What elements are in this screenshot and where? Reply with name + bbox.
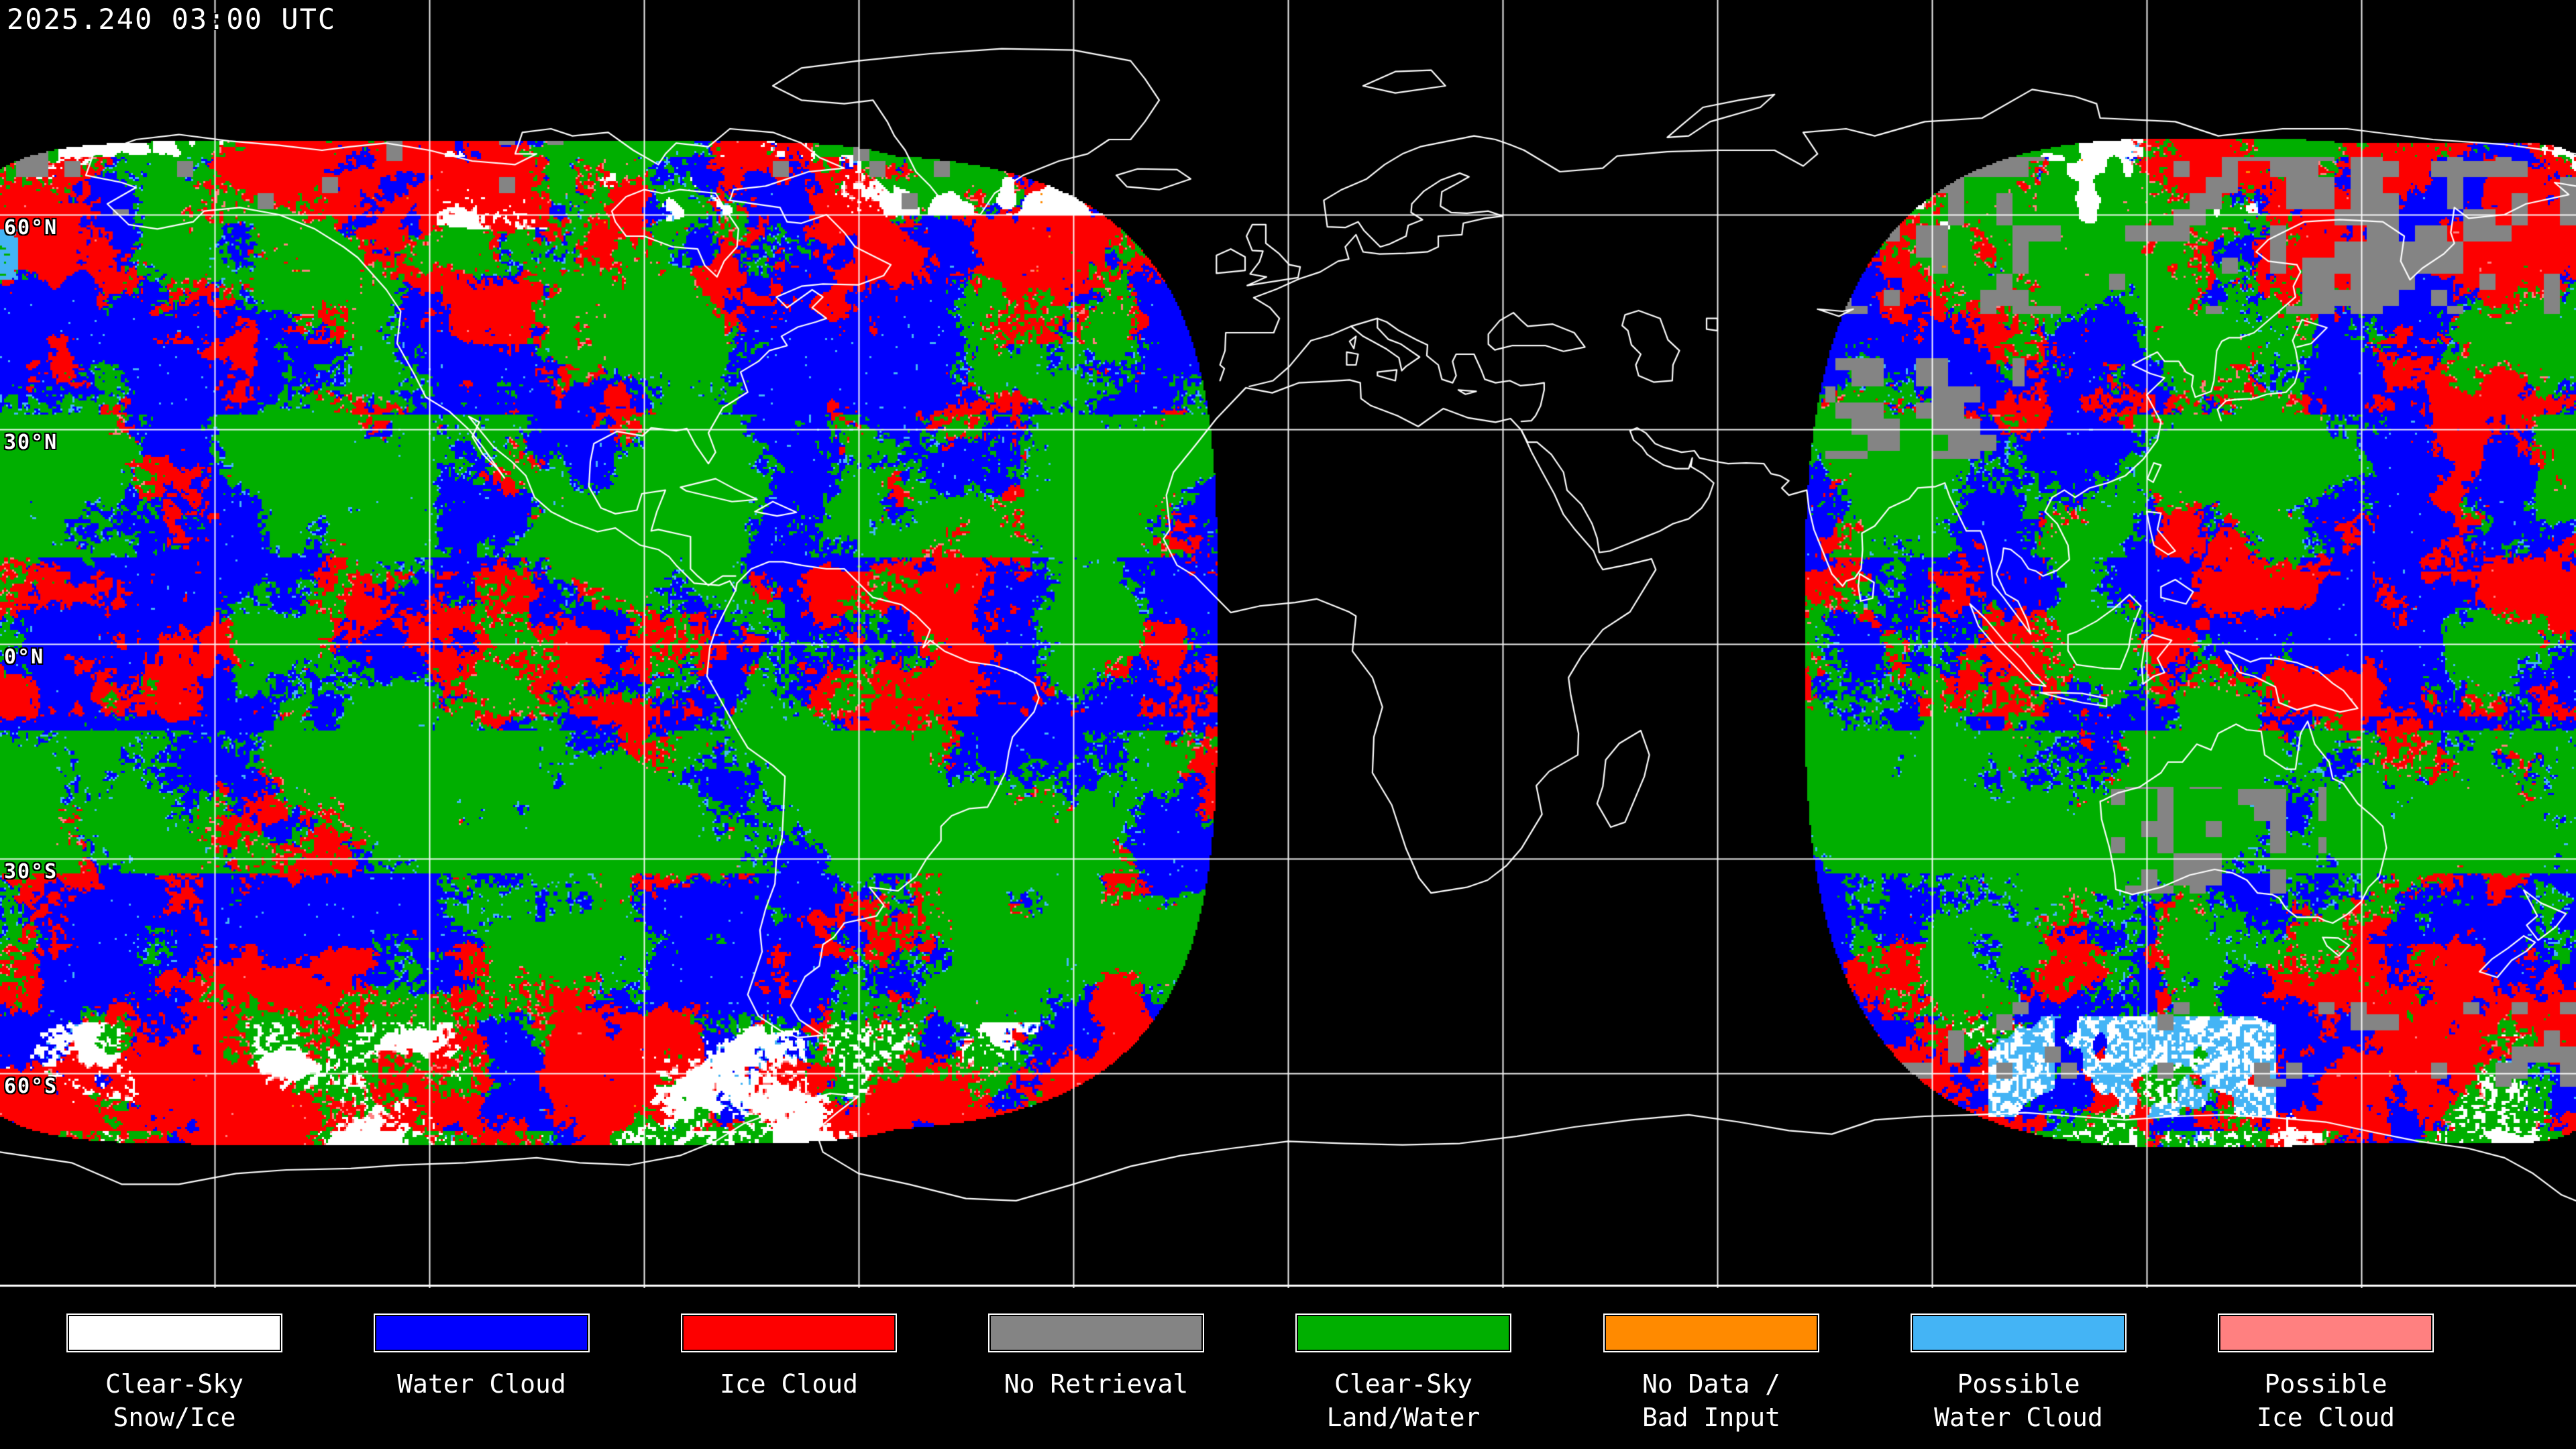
world-map: 2025.240 03:00 UTC 60°N 30°N 0°N 30°S 60… — [0, 0, 2576, 1288]
legend-swatch-no-data-bad-input — [1603, 1313, 1819, 1352]
legend-swatch-ice-cloud — [681, 1313, 897, 1352]
lat-label-30s: 30°S — [4, 860, 58, 883]
legend-swatch-possible-ice-cloud — [2218, 1313, 2434, 1352]
lat-label-30n: 30°N — [4, 431, 58, 454]
legend-swatch-clear-sky-snow-ice — [66, 1313, 282, 1352]
legend-swatch-no-retrieval — [988, 1313, 1204, 1352]
cloud-phase-map-canvas — [0, 0, 2576, 1288]
legend-swatch-possible-water-cloud — [1911, 1313, 2127, 1352]
timestamp: 2025.240 03:00 UTC — [7, 3, 337, 36]
lat-label-0n: 0°N — [4, 645, 45, 669]
lat-label-60s: 60°S — [4, 1075, 58, 1098]
legend-swatch-water-cloud — [374, 1313, 590, 1352]
legend-swatch-clear-sky-land-water — [1295, 1313, 1511, 1352]
legend: Clear-Sky Snow/Ice Water Cloud Ice Cloud … — [0, 1288, 2576, 1449]
lat-label-60n: 60°N — [4, 216, 58, 239]
